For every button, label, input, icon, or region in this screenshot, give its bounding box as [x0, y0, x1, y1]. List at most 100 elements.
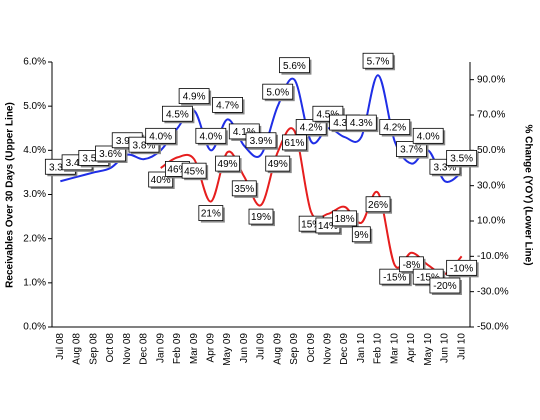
data-label: 3.6% [99, 149, 122, 160]
x-tick-label: Oct 08 [105, 333, 116, 363]
data-label: -8% [403, 260, 421, 271]
data-label: 3.3% [434, 162, 457, 173]
x-tick-label: Mar 10 [389, 333, 400, 365]
label-box [245, 132, 277, 149]
label-box [231, 180, 257, 197]
x-tick-label: Oct 09 [306, 333, 317, 363]
label-box [282, 134, 307, 151]
data-label: 4.3% [350, 118, 373, 129]
x-tick-label: Feb 09 [172, 333, 183, 365]
x-tick-label: Aug 08 [72, 333, 83, 365]
data-label: 3.4% [66, 158, 89, 169]
data-label: 4.0% [417, 131, 440, 142]
data-label: 18% [335, 214, 355, 225]
x-tick-label: May 09 [222, 333, 233, 366]
data-label: -10% [450, 263, 473, 274]
label-box [248, 208, 274, 225]
label-box [161, 105, 193, 122]
label-box [178, 88, 210, 104]
label-box [446, 150, 478, 166]
data-label: 61% [284, 138, 304, 149]
x-tick-label: Jul 09 [256, 333, 267, 360]
data-label: 3.3% [49, 162, 72, 173]
label-box [198, 205, 224, 221]
label-box [351, 226, 371, 243]
data-label: 4.1% [233, 127, 256, 138]
label-box [362, 52, 394, 69]
data-label: 3.8% [133, 140, 156, 151]
y-tick-label: 4.0% [23, 145, 46, 156]
y2-tick-label: 30.0% [477, 180, 505, 191]
x-tick-label: Sep 09 [289, 333, 300, 365]
x-tick-label: Mar 09 [189, 333, 200, 365]
data-label: 4.7% [216, 101, 239, 112]
data-label: 49% [268, 159, 288, 170]
data-label: 3.9% [250, 136, 273, 147]
y2-tick-label: 50.0% [477, 145, 505, 156]
label-box [181, 162, 207, 179]
x-tick-label: Dec 09 [339, 333, 350, 365]
data-label: 3.5% [450, 154, 473, 165]
data-label: 4.0% [149, 131, 172, 142]
label-box [412, 127, 444, 144]
data-label: 46% [167, 165, 187, 176]
data-label: 4.5% [166, 109, 189, 120]
data-label: -20% [433, 281, 456, 292]
x-tick-label: Jul 08 [55, 333, 66, 360]
y-tick-label: 2.0% [23, 233, 46, 244]
y2-axis-label: % Change (YOY) (Lower Line) [522, 124, 533, 265]
x-tick-label: Jun 10 [440, 333, 451, 363]
y-tick-label: 6.0% [23, 57, 46, 68]
data-label: 3.9% [116, 136, 139, 147]
data-label: -15% [417, 272, 440, 283]
series-line [160, 127, 463, 276]
data-label: 5.0% [266, 87, 289, 98]
x-tick-label: May 10 [423, 333, 434, 366]
data-label: -15% [383, 272, 406, 283]
label-box [145, 127, 177, 144]
label-box [345, 114, 377, 131]
x-tick-label: Apr 10 [406, 333, 417, 363]
data-label: 4.2% [300, 123, 323, 134]
data-label: 26% [368, 200, 388, 211]
data-label: 4.0% [199, 131, 222, 142]
x-tick-label: Nov 08 [122, 333, 133, 365]
data-label: 19% [251, 212, 271, 223]
data-label: 15% [301, 219, 321, 230]
y2-tick-label: 10.0% [477, 216, 505, 227]
label-box [379, 119, 411, 135]
x-tick-label: Jul 10 [456, 333, 467, 360]
data-label: 4.9% [183, 92, 206, 103]
data-label: 45% [184, 166, 204, 177]
data-label: 4.3% [333, 118, 356, 129]
x-tick-label: Jun 09 [239, 333, 250, 363]
data-label: 49% [218, 159, 238, 170]
x-tick-label: Nov 09 [323, 333, 334, 365]
x-tick-label: Feb 10 [373, 333, 384, 365]
y2-tick-label: -30.0% [477, 286, 509, 297]
data-label: 3.7% [400, 145, 423, 156]
label-box [279, 57, 310, 74]
data-label: 35% [234, 184, 254, 195]
label-box [212, 97, 243, 113]
label-box [399, 256, 424, 273]
label-box [215, 155, 240, 172]
label-box [262, 83, 294, 100]
x-tick-label: Jan 09 [155, 333, 166, 363]
data-label: 4.5% [316, 109, 339, 120]
data-label: 4.2% [383, 123, 406, 134]
x-tick-label: Sep 08 [88, 333, 99, 365]
y-axis-label: Receivables Over 30 Days (Upper Line) [5, 102, 16, 288]
label-box [446, 259, 478, 276]
y-tick-label: 5.0% [23, 101, 46, 112]
label-box [195, 127, 227, 144]
y-tick-label: 0.0% [23, 322, 46, 333]
x-tick-label: Aug 09 [272, 333, 283, 365]
x-tick-label: Dec 08 [139, 333, 150, 365]
label-box [332, 210, 358, 227]
data-label: 9% [354, 230, 369, 241]
data-label: 14% [318, 221, 338, 232]
label-box [265, 155, 291, 172]
label-box [365, 196, 391, 213]
